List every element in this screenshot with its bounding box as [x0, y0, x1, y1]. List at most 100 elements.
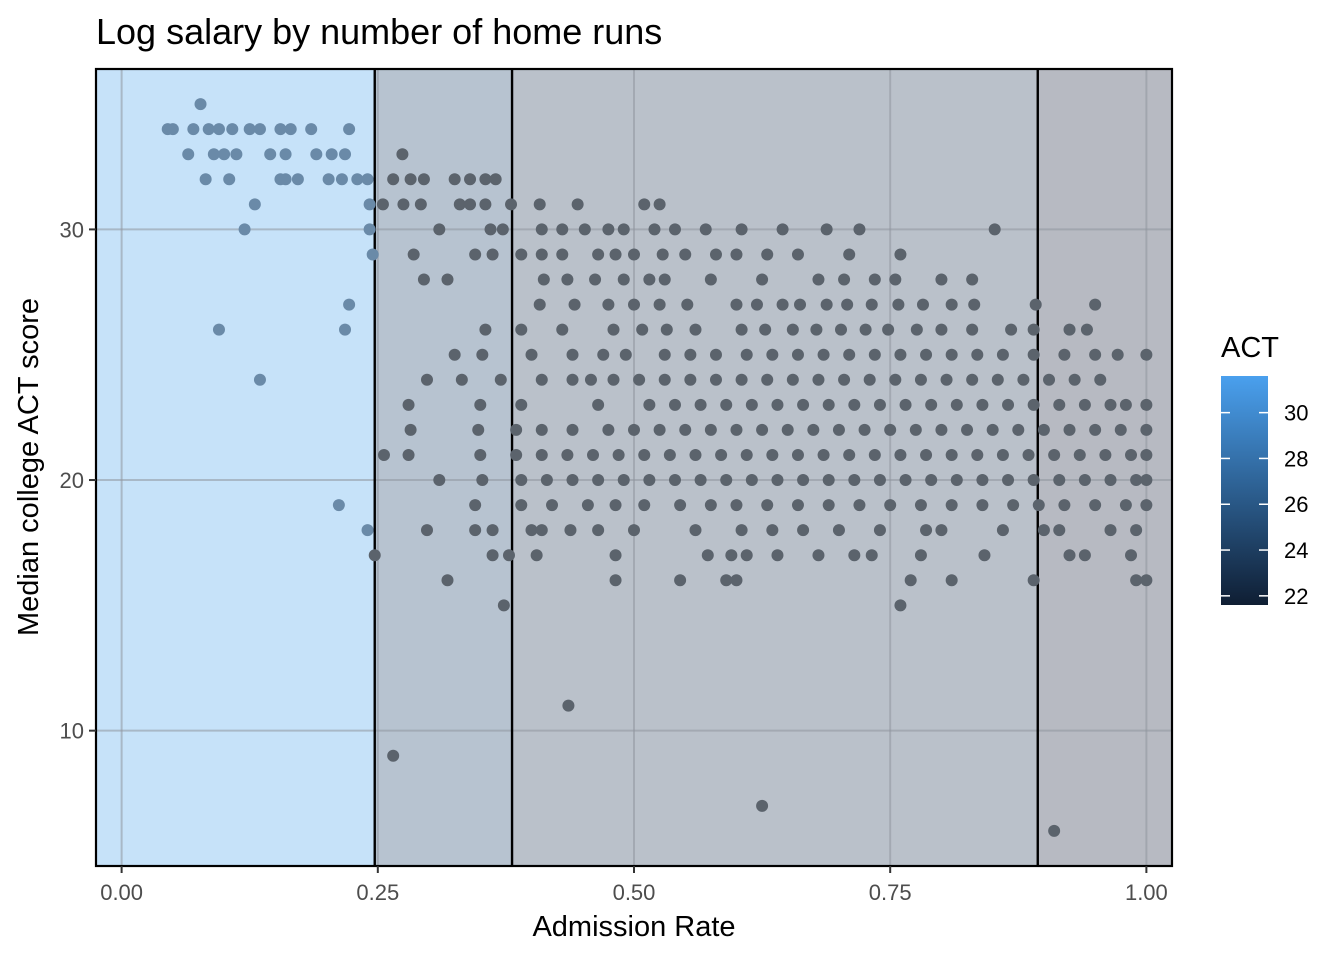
- data-point: [464, 173, 477, 186]
- data-point: [564, 524, 577, 537]
- data-point: [361, 173, 374, 186]
- data-point: [1005, 323, 1018, 336]
- data-point: [1048, 448, 1061, 461]
- data-point: [533, 198, 546, 211]
- data-point: [515, 248, 528, 261]
- data-point: [658, 348, 671, 361]
- data-point: [715, 448, 728, 461]
- data-point: [820, 298, 833, 311]
- data-point: [904, 574, 917, 587]
- data-point: [1125, 448, 1138, 461]
- data-point: [996, 448, 1009, 461]
- data-point: [376, 198, 389, 211]
- data-point: [986, 423, 999, 436]
- data-point: [332, 499, 345, 512]
- data-point: [853, 223, 866, 236]
- data-point: [638, 198, 651, 211]
- data-point: [766, 448, 779, 461]
- data-point: [899, 474, 912, 487]
- data-point: [1140, 398, 1153, 411]
- data-point: [843, 448, 856, 461]
- data-point: [810, 323, 823, 336]
- data-point: [745, 398, 758, 411]
- data-point: [1027, 574, 1040, 587]
- data-point: [853, 499, 866, 512]
- shaded-band-1: [96, 69, 375, 866]
- y-tick-label: 10: [60, 719, 84, 744]
- data-point: [510, 448, 523, 461]
- x-tick-label: 0.50: [613, 880, 656, 905]
- data-point: [1037, 423, 1050, 436]
- data-point: [363, 198, 376, 211]
- data-point: [889, 373, 902, 386]
- data-point: [892, 298, 905, 311]
- data-point: [679, 423, 692, 436]
- data-point: [794, 298, 807, 311]
- data-point: [515, 323, 528, 336]
- data-point: [494, 373, 507, 386]
- data-point: [238, 223, 251, 236]
- data-point: [1058, 348, 1071, 361]
- data-point: [835, 323, 848, 336]
- data-point: [1099, 448, 1112, 461]
- data-point: [663, 448, 676, 461]
- data-point: [971, 348, 984, 361]
- data-point: [417, 273, 430, 286]
- data-point: [1130, 574, 1143, 587]
- legend-label: 26: [1284, 492, 1308, 517]
- data-point: [264, 148, 277, 161]
- legend: ACT 30 28 26 24 22: [1221, 332, 1308, 609]
- data-point: [1068, 373, 1081, 386]
- data-point: [658, 273, 671, 286]
- data-point: [404, 173, 417, 186]
- data-point: [776, 223, 789, 236]
- data-point: [668, 223, 681, 236]
- data-point: [212, 323, 225, 336]
- data-point: [991, 373, 1004, 386]
- data-point: [1140, 348, 1153, 361]
- data-point: [322, 173, 335, 186]
- data-point: [510, 423, 523, 436]
- data-point: [759, 323, 772, 336]
- data-point: [766, 524, 779, 537]
- data-point: [740, 549, 753, 562]
- data-point: [279, 173, 292, 186]
- data-point: [1027, 348, 1040, 361]
- data-point: [486, 248, 499, 261]
- data-point: [489, 173, 502, 186]
- data-point: [469, 524, 482, 537]
- data-point: [735, 223, 748, 236]
- data-point: [910, 323, 923, 336]
- data-point: [166, 123, 179, 136]
- data-point: [1078, 474, 1091, 487]
- data-point: [820, 223, 833, 236]
- data-point: [497, 599, 510, 612]
- data-point: [865, 298, 878, 311]
- data-point: [1017, 373, 1030, 386]
- data-point: [479, 323, 492, 336]
- data-point: [689, 524, 702, 537]
- data-point: [448, 348, 461, 361]
- x-tick-label: 0.25: [356, 880, 399, 905]
- data-point: [756, 273, 769, 286]
- data-point: [1119, 398, 1132, 411]
- data-point: [472, 423, 485, 436]
- data-point: [681, 298, 694, 311]
- data-point: [699, 223, 712, 236]
- x-tick-label: 0.75: [869, 880, 912, 905]
- data-point: [1053, 398, 1066, 411]
- data-point: [199, 173, 212, 186]
- data-point: [469, 499, 482, 512]
- data-point: [187, 123, 200, 136]
- data-point: [474, 448, 487, 461]
- data-point: [566, 474, 579, 487]
- data-point: [284, 123, 297, 136]
- data-point: [894, 599, 907, 612]
- data-point: [704, 499, 717, 512]
- data-point: [515, 398, 528, 411]
- data-point: [884, 423, 897, 436]
- data-point: [1130, 474, 1143, 487]
- data-point: [730, 499, 743, 512]
- data-point: [1058, 499, 1071, 512]
- data-point: [343, 298, 356, 311]
